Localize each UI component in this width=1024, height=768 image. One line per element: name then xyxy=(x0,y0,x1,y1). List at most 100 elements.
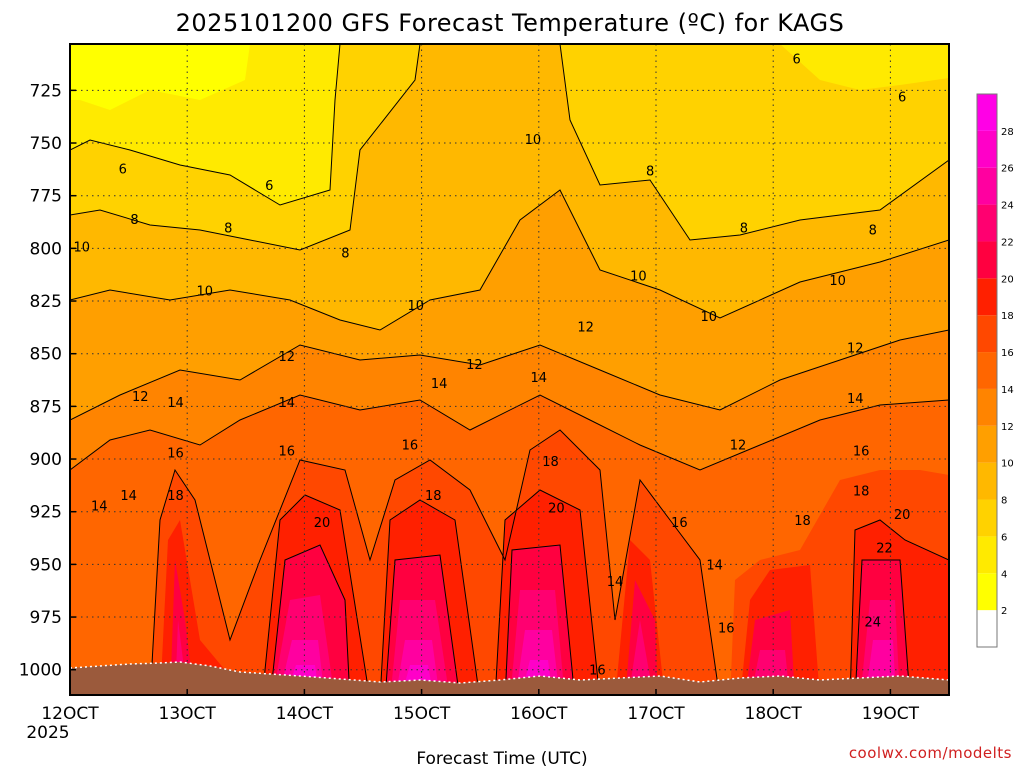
y-axis: 725 750 775 800 825 850 875 900 925 950 975 1000 xyxy=(19,81,76,681)
isotherm-label: 18 xyxy=(425,489,442,504)
x-year-label: 2025 xyxy=(26,723,69,743)
x-tick-label: 14OCT xyxy=(276,704,334,724)
isotherm-label: 20 xyxy=(548,501,565,516)
isotherm-label: 18 xyxy=(794,514,811,529)
colorbar-label: 8 xyxy=(1001,496,1007,507)
isotherm-label: 20 xyxy=(314,516,331,531)
y-tick-label: 950 xyxy=(30,555,62,575)
colorbar-swatch xyxy=(977,278,997,316)
colorbar-label: 22 xyxy=(1001,237,1014,248)
isotherm-label: 10 xyxy=(73,240,90,255)
isotherm-label: 22 xyxy=(876,542,893,557)
colorbar-swatch xyxy=(977,499,997,537)
colorbar-swatch xyxy=(977,536,997,574)
x-axis: 12OCT 13OCT 14OCT 15OCT 16OCT 17OCT 18OCT 19OCT xyxy=(41,689,920,724)
colorbar-label: 14 xyxy=(1001,385,1014,396)
isotherm-label: 8 xyxy=(646,164,654,179)
isotherm-line-16 xyxy=(149,429,720,695)
colorbar-swatch xyxy=(977,425,997,463)
isotherm-label: 8 xyxy=(130,213,138,228)
isotherm-label: 18 xyxy=(853,485,870,500)
isotherm-label: 10 xyxy=(407,299,424,314)
terrain xyxy=(70,662,949,695)
isotherm-line-20 xyxy=(270,544,911,695)
isotherm-label: 16 xyxy=(853,445,870,460)
isotherm-label: 16 xyxy=(402,438,419,453)
colorbar-label: 18 xyxy=(1001,311,1014,322)
x-tick-label: 15OCT xyxy=(393,704,451,724)
isotherm-label: 6 xyxy=(119,162,127,177)
isotherm-label: 8 xyxy=(341,247,349,262)
isotherm-label: 14 xyxy=(531,371,548,386)
colorbar-swatch xyxy=(977,462,997,500)
plot-frame xyxy=(69,43,950,696)
isotherm-label: 18 xyxy=(542,455,559,470)
isotherm-line-12 xyxy=(70,329,949,421)
colorbar-swatch xyxy=(977,241,997,279)
isotherm-label: 10 xyxy=(700,310,717,325)
colorbar-label: 26 xyxy=(1001,164,1014,175)
y-tick-label: 900 xyxy=(30,450,62,470)
colorbar-swatch xyxy=(977,130,997,168)
isotherm-line-14 xyxy=(70,394,949,471)
y-tick-label: 925 xyxy=(30,503,62,523)
y-tick-label: 750 xyxy=(30,134,62,154)
isotherm-label: 6 xyxy=(792,53,800,68)
colorbar-swatch xyxy=(977,204,997,242)
isotherm-label: 6 xyxy=(265,179,273,194)
x-tick-label: 18OCT xyxy=(745,704,803,724)
y-tick-label: 775 xyxy=(30,187,62,207)
y-tick-label: 875 xyxy=(30,397,62,417)
isotherm-label: 16 xyxy=(671,516,688,531)
isotherm-label: 10 xyxy=(197,284,214,299)
colorbar-swatch xyxy=(977,315,997,353)
colorbar-label: 28 xyxy=(1001,127,1014,138)
y-tick-label: 800 xyxy=(30,239,62,259)
colorbar-swatch xyxy=(977,388,997,426)
y-tick-label: 975 xyxy=(30,608,62,628)
credit-link[interactable]: coolwx.com/modelts xyxy=(849,744,1012,762)
isotherm-label: 12 xyxy=(279,350,296,365)
x-tick-label: 16OCT xyxy=(510,704,568,724)
band-24-26 xyxy=(279,630,896,695)
isotherm-label: 12 xyxy=(730,438,747,453)
isotherm-label: 24 xyxy=(865,615,882,630)
terrain-edge xyxy=(70,661,949,684)
colorbar-label: 2 xyxy=(1001,606,1007,617)
isotherm-label: 14 xyxy=(431,377,448,392)
isotherm-label: 8 xyxy=(224,221,232,236)
isotherm-label: 14 xyxy=(847,392,864,407)
colorbar-swatch xyxy=(977,352,997,389)
isotherm-label: 8 xyxy=(869,223,877,238)
y-tick-label: 850 xyxy=(30,345,62,365)
isotherm-line-10 xyxy=(70,189,949,331)
y-tick-label: 825 xyxy=(30,292,62,312)
isotherm-label: 6 xyxy=(898,91,906,106)
isotherm-label: 18 xyxy=(167,489,184,504)
isotherm-label: 14 xyxy=(607,575,624,590)
x-tick-label: 17OCT xyxy=(627,704,685,724)
colorbar-label: 6 xyxy=(1001,532,1007,543)
colorbar-label: 24 xyxy=(1001,201,1014,212)
isotherm-line-8 xyxy=(70,44,421,251)
isotherm-label: 14 xyxy=(279,396,296,411)
isotherm-labels: 6 6 6 6 8 8 8 8 8 8 10 10 10 10 10 10 10 12 12 12 12 12 12 14 14… xyxy=(73,53,910,679)
isotherm-label: 12 xyxy=(132,390,149,405)
isotherm-label: 16 xyxy=(589,664,606,679)
isotherm-label: 14 xyxy=(167,396,184,411)
isotherm-label: 10 xyxy=(525,133,542,148)
isotherm-line-18 xyxy=(261,489,949,695)
x-tick-label: 13OCT xyxy=(159,704,217,724)
isotherm-lines xyxy=(70,44,949,695)
colorbar-label: 16 xyxy=(1001,348,1014,359)
colorbar-swatch xyxy=(977,610,997,647)
x-tick-label: 19OCT xyxy=(862,704,920,724)
isotherm-label: 14 xyxy=(120,489,137,504)
plot-area: 6 6 6 6 8 8 8 8 8 8 10 10 10 10 10 10 10 12 12 12 12 12 12 14 14… xyxy=(70,44,949,695)
band-6-8-right xyxy=(560,44,949,240)
isotherm-label: 16 xyxy=(279,445,296,460)
y-tick-label: 1000 xyxy=(19,661,62,681)
band-2-4 xyxy=(70,44,250,110)
